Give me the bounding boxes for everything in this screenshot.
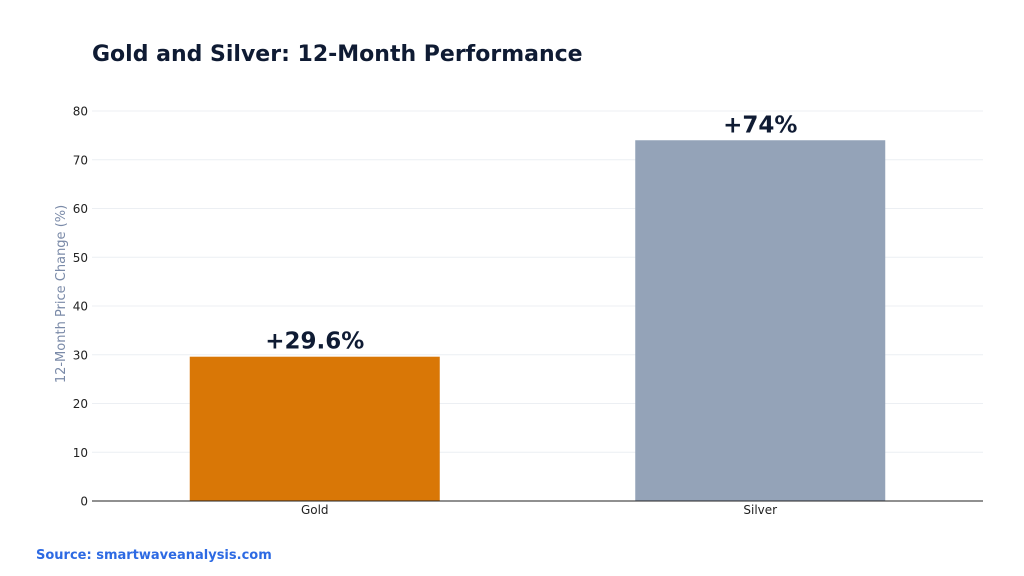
y-axis-label: 12-Month Price Change (%) (54, 205, 69, 383)
data-label-gold: +29.6% (265, 329, 364, 355)
y-tick-label: 80 (73, 105, 88, 119)
y-tick-label: 30 (73, 348, 88, 362)
y-tick-label: 10 (73, 446, 88, 460)
y-axis-ticks: 0 10 20 30 40 50 60 70 80 (73, 105, 88, 509)
y-tick-label: 50 (73, 251, 88, 265)
x-tick-label-silver: Silver (743, 503, 777, 517)
bar-silver (635, 140, 886, 501)
source-note: Source: smartwaveanalysis.com (36, 548, 272, 563)
x-axis-ticks: Gold Silver (301, 503, 777, 517)
bar-gold (189, 356, 440, 501)
y-tick-label: 70 (73, 153, 88, 167)
y-tick-label: 0 (80, 495, 88, 509)
x-tick-label-gold: Gold (301, 503, 329, 517)
bars (189, 140, 886, 501)
chart-title: Gold and Silver: 12-Month Performance (92, 42, 583, 67)
data-label-silver: +74% (723, 112, 797, 138)
y-tick-label: 60 (73, 202, 88, 216)
y-tick-label: 40 (73, 300, 88, 314)
y-tick-label: 20 (73, 397, 88, 411)
data-labels: +29.6% +74% (265, 112, 797, 354)
